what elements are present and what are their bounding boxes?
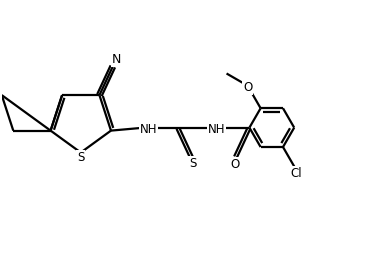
- Text: S: S: [77, 151, 84, 164]
- Text: S: S: [189, 157, 196, 170]
- Text: NH: NH: [208, 123, 225, 136]
- Text: Cl: Cl: [290, 167, 302, 180]
- Text: NH: NH: [139, 123, 157, 136]
- Text: O: O: [243, 81, 252, 94]
- Text: O: O: [230, 158, 240, 171]
- Text: N: N: [112, 53, 121, 66]
